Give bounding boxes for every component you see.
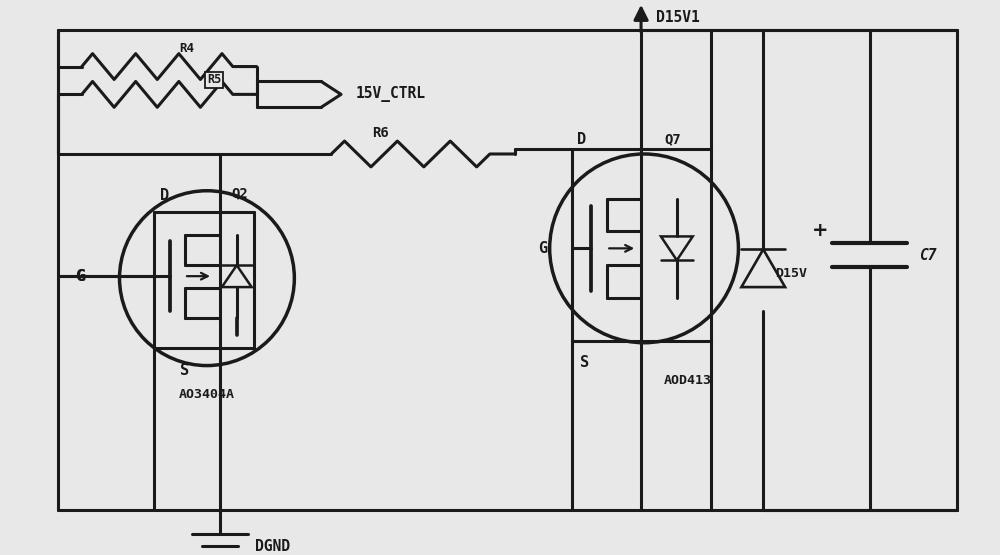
Text: S: S: [580, 355, 589, 370]
Text: DGND: DGND: [255, 539, 290, 554]
Text: C7: C7: [919, 248, 937, 263]
Text: D: D: [577, 132, 586, 147]
Text: R4: R4: [180, 42, 195, 54]
Text: Q7: Q7: [664, 132, 681, 146]
Text: +: +: [812, 221, 828, 240]
Text: S: S: [180, 363, 189, 378]
Text: D15V: D15V: [775, 267, 807, 280]
Text: G: G: [539, 241, 548, 256]
Text: D: D: [160, 188, 169, 203]
Text: R6: R6: [372, 126, 389, 140]
Text: G: G: [76, 269, 85, 284]
Text: AO3404A: AO3404A: [179, 388, 235, 401]
Text: Q2: Q2: [232, 186, 249, 201]
Text: D15V1: D15V1: [656, 11, 700, 26]
Text: AOD413: AOD413: [664, 374, 712, 387]
Text: 15V_CTRL: 15V_CTRL: [356, 87, 426, 102]
Text: R5: R5: [207, 73, 221, 87]
Text: G: G: [75, 269, 84, 284]
